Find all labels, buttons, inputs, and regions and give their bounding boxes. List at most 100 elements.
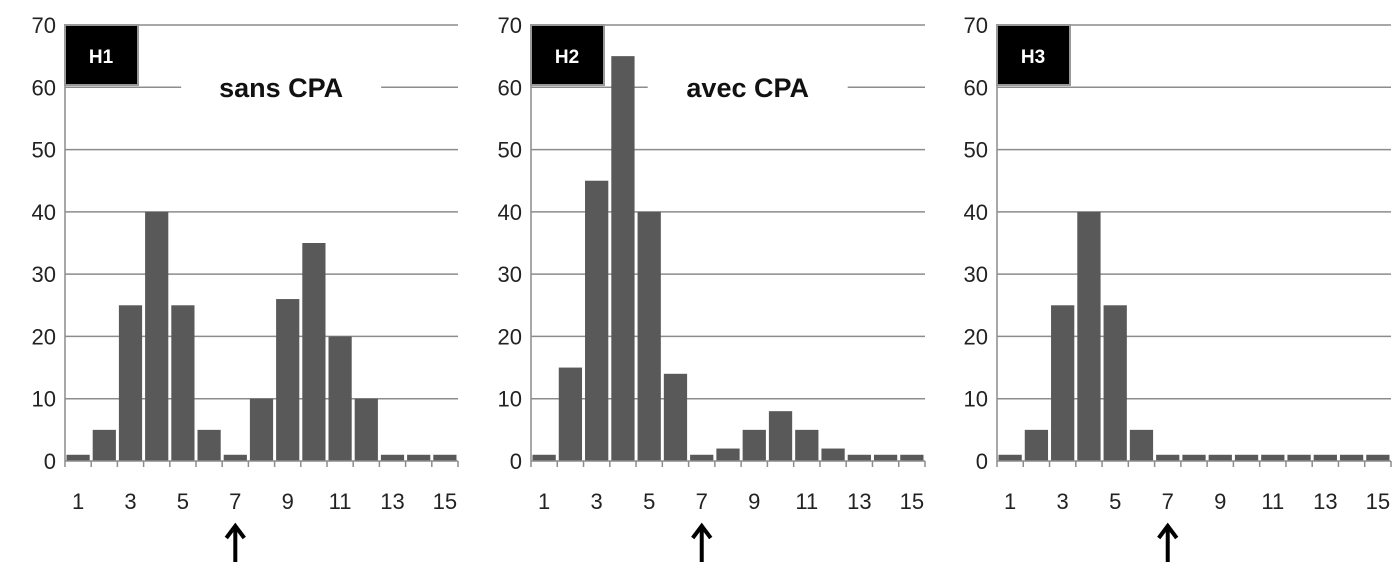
arrow-up-icon [691, 522, 713, 562]
y-tick-label: 30 [964, 262, 988, 287]
bar [407, 454, 431, 461]
bar [1366, 454, 1390, 461]
x-tick-label: 13 [1313, 489, 1337, 514]
bar [821, 448, 845, 461]
subtitle-background [181, 68, 382, 106]
bar [1129, 429, 1154, 461]
bar [302, 243, 326, 461]
x-tick-label: 5 [177, 489, 189, 514]
bar [663, 373, 688, 461]
x-tick-label: 11 [795, 489, 818, 514]
x-tick-label: 1 [72, 489, 84, 514]
x-tick-label: 11 [1261, 489, 1284, 514]
bar [1103, 305, 1127, 461]
arrow-up-icon [1157, 522, 1179, 562]
bar [1156, 454, 1180, 461]
y-tick-label: 40 [498, 200, 522, 225]
bar [1339, 454, 1364, 461]
bar [380, 454, 405, 461]
x-tick-label: 5 [643, 489, 655, 514]
subtitle-background [647, 68, 848, 106]
bar [690, 454, 714, 461]
bar [585, 180, 609, 461]
bar [1182, 454, 1206, 461]
bar [118, 305, 143, 461]
bar [742, 429, 766, 461]
bar [847, 454, 871, 461]
y-tick-label: 50 [964, 138, 988, 163]
y-tick-label: 40 [964, 200, 988, 225]
bar [558, 367, 583, 461]
bar [276, 299, 300, 461]
bar [433, 454, 457, 461]
bar [768, 411, 793, 461]
bar [611, 56, 635, 462]
bar [1261, 454, 1285, 461]
y-tick-label: 30 [498, 262, 522, 287]
y-tick-label: 70 [32, 13, 56, 38]
x-tick-label: 7 [229, 489, 241, 514]
arrow-up-icon [224, 522, 246, 562]
y-tick-label: 40 [32, 200, 56, 225]
y-tick-label: 0 [44, 449, 56, 474]
y-tick-label: 20 [498, 324, 522, 349]
x-tick-label: 7 [696, 489, 708, 514]
panel-tag-label: H2 [555, 47, 579, 68]
bar [716, 448, 740, 461]
y-tick-label: 70 [964, 13, 988, 38]
bar [795, 429, 819, 461]
bar [328, 336, 352, 461]
bar [1024, 429, 1049, 461]
y-tick-label: 60 [498, 75, 522, 100]
x-tick-label: 15 [1366, 489, 1390, 514]
bar [873, 454, 898, 461]
x-tick-label: 9 [748, 489, 760, 514]
x-tick-label: 15 [433, 489, 457, 514]
bar [92, 429, 116, 461]
x-tick-label: 3 [1057, 489, 1069, 514]
bar [532, 454, 556, 461]
bar [145, 211, 169, 461]
y-tick-label: 0 [510, 449, 522, 474]
y-tick-label: 60 [964, 75, 988, 100]
x-tick-label: 9 [1214, 489, 1226, 514]
bar [1077, 211, 1101, 461]
y-tick-label: 50 [498, 138, 522, 163]
bar [354, 398, 378, 461]
panel-tag-box [530, 24, 605, 86]
x-tick-label: 9 [282, 489, 294, 514]
bar [197, 429, 221, 461]
bar [1051, 305, 1075, 461]
y-tick-label: 0 [976, 449, 988, 474]
x-tick-label: 1 [1004, 489, 1016, 514]
bar [249, 398, 274, 461]
x-tick-label: 3 [124, 489, 136, 514]
bar [1208, 454, 1232, 461]
y-tick-label: 10 [32, 387, 56, 412]
panel-subtitle: sans CPA [219, 73, 343, 103]
x-tick-label: 13 [380, 489, 404, 514]
y-tick-label: 30 [32, 262, 56, 287]
bar [900, 454, 924, 461]
y-tick-label: 10 [498, 387, 522, 412]
bar [66, 454, 90, 461]
panel-tag-box [64, 24, 139, 86]
panel-tag-label: H3 [1021, 47, 1045, 68]
x-tick-label: 13 [847, 489, 871, 514]
bar [1234, 454, 1259, 461]
arrow-head [1157, 522, 1179, 540]
bar [998, 454, 1022, 461]
panel-tag: H2 [530, 24, 605, 86]
y-tick-label: 50 [32, 138, 56, 163]
panel-subtitle: avec CPA [686, 73, 809, 103]
x-tick-label: 11 [329, 489, 352, 514]
y-tick-label: 20 [32, 324, 56, 349]
bar [171, 305, 195, 461]
bar [223, 454, 247, 461]
panel-tag: H3 [996, 24, 1071, 86]
arrow-head [691, 522, 713, 540]
x-tick-label: 1 [538, 489, 550, 514]
x-tick-label: 15 [900, 489, 924, 514]
